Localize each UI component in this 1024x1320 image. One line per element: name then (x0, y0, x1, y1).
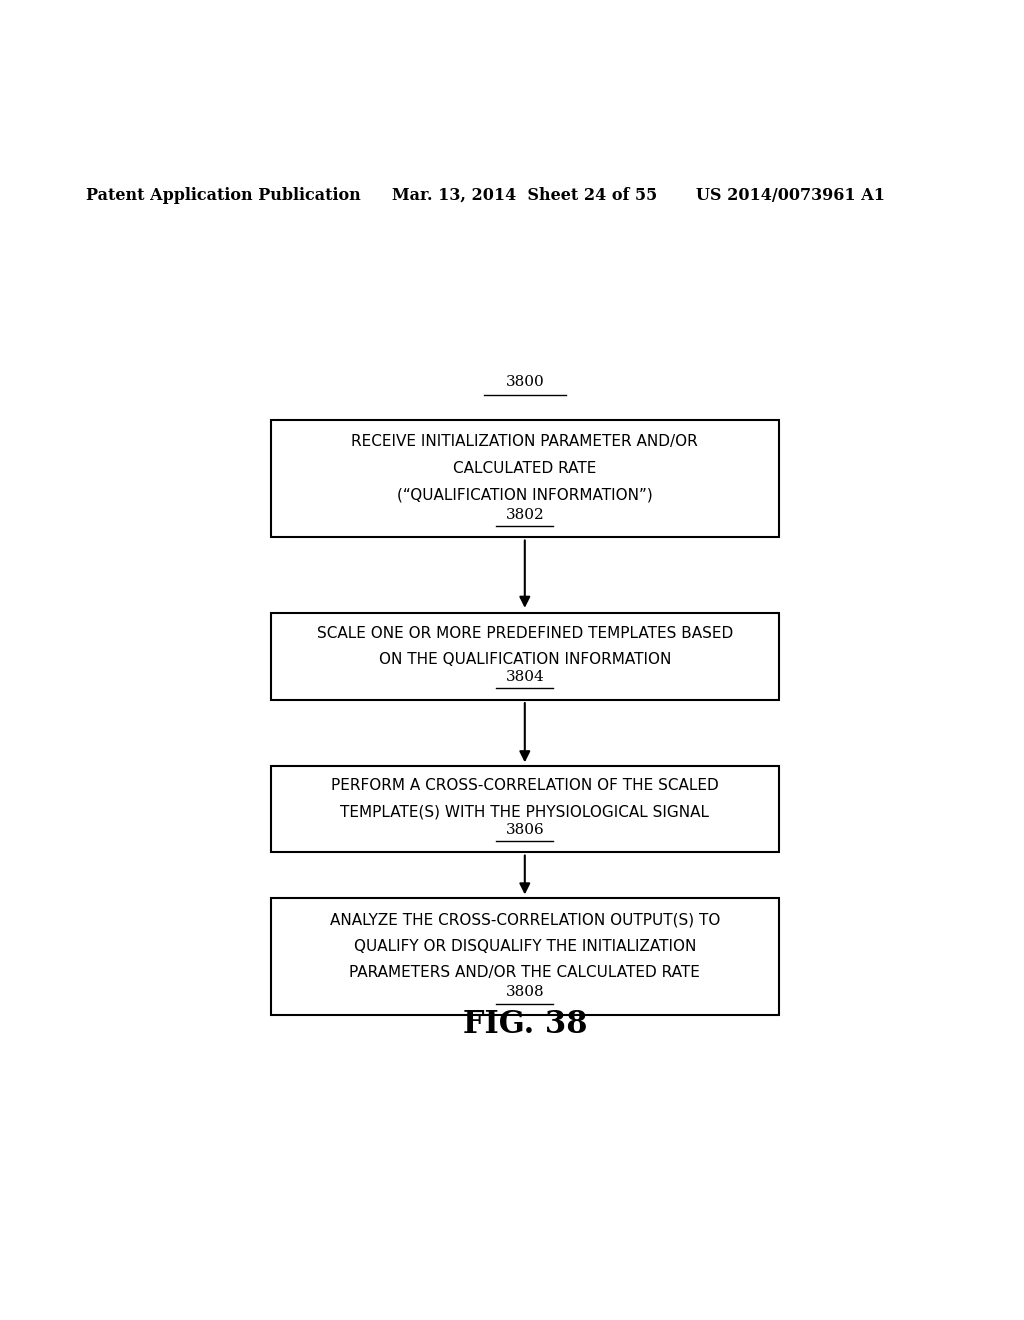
Text: US 2014/0073961 A1: US 2014/0073961 A1 (696, 187, 885, 205)
Text: 3804: 3804 (506, 671, 544, 684)
Text: RECEIVE INITIALIZATION PARAMETER AND/OR: RECEIVE INITIALIZATION PARAMETER AND/OR (351, 434, 698, 450)
Text: TEMPLATE(S) WITH THE PHYSIOLOGICAL SIGNAL: TEMPLATE(S) WITH THE PHYSIOLOGICAL SIGNA… (340, 804, 710, 820)
Text: SCALE ONE OR MORE PREDEFINED TEMPLATES BASED: SCALE ONE OR MORE PREDEFINED TEMPLATES B… (316, 626, 733, 640)
FancyBboxPatch shape (270, 420, 779, 537)
FancyBboxPatch shape (270, 614, 779, 700)
Text: CALCULATED RATE: CALCULATED RATE (453, 461, 597, 477)
Text: ON THE QUALIFICATION INFORMATION: ON THE QUALIFICATION INFORMATION (379, 652, 671, 667)
Text: PERFORM A CROSS-CORRELATION OF THE SCALED: PERFORM A CROSS-CORRELATION OF THE SCALE… (331, 777, 719, 793)
Text: 3808: 3808 (506, 985, 544, 999)
FancyBboxPatch shape (270, 766, 779, 853)
Text: 3806: 3806 (506, 822, 544, 837)
Text: 3800: 3800 (506, 375, 544, 389)
Text: PARAMETERS AND/OR THE CALCULATED RATE: PARAMETERS AND/OR THE CALCULATED RATE (349, 965, 700, 979)
Text: FIG. 38: FIG. 38 (463, 1008, 587, 1040)
Text: ANALYZE THE CROSS-CORRELATION OUTPUT(S) TO: ANALYZE THE CROSS-CORRELATION OUTPUT(S) … (330, 912, 720, 927)
Text: QUALIFY OR DISQUALIFY THE INITIALIZATION: QUALIFY OR DISQUALIFY THE INITIALIZATION (353, 939, 696, 953)
FancyBboxPatch shape (270, 898, 779, 1015)
Text: Patent Application Publication: Patent Application Publication (86, 187, 360, 205)
Text: Mar. 13, 2014  Sheet 24 of 55: Mar. 13, 2014 Sheet 24 of 55 (392, 187, 657, 205)
Text: (“QUALIFICATION INFORMATION”): (“QUALIFICATION INFORMATION”) (397, 487, 652, 503)
Text: 3802: 3802 (506, 508, 544, 521)
